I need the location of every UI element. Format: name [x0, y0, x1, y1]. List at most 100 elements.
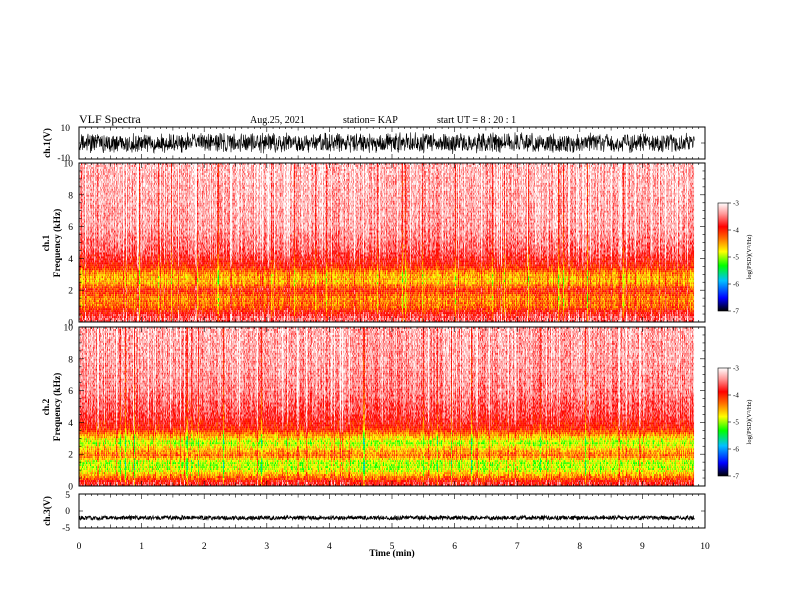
spectrogram-cell [90, 221, 91, 223]
spectrogram-cell [83, 183, 84, 185]
spectrogram-cell [97, 231, 98, 233]
spectrogram-cell [84, 235, 85, 237]
spectrogram-cell [83, 231, 84, 233]
spectrogram-cell [88, 167, 89, 169]
spectrogram-cell [88, 244, 89, 246]
spectrogram-cell [86, 262, 87, 264]
spectrogram-cell [86, 282, 87, 284]
spectrogram-cell [99, 167, 100, 169]
spectrogram-cell [80, 290, 81, 292]
spectrogram-cell [82, 229, 83, 231]
spectrogram-cell [82, 244, 83, 246]
spectrogram-cell [92, 179, 93, 181]
spectrogram-cell [91, 270, 92, 272]
spectrogram-cell [84, 296, 85, 298]
spectrogram-cell [86, 280, 87, 282]
spectrogram-cell [95, 209, 96, 211]
spectrogram-cell [98, 185, 99, 187]
spectrogram-cell [97, 284, 98, 286]
spectrogram-cell [90, 270, 91, 272]
spectrogram-cell [96, 229, 97, 231]
spectrogram-cell [96, 177, 97, 179]
spectrogram-cell [98, 308, 99, 310]
spectrogram-cell [92, 312, 93, 314]
spectrogram-cell [97, 167, 98, 169]
spectrogram-cell [91, 239, 92, 241]
spectrogram-cell [85, 244, 86, 246]
spectrogram-cell [83, 189, 84, 191]
spectrogram-cell [94, 195, 95, 197]
spectrogram-cell [80, 262, 81, 264]
spectrogram-cell [82, 302, 83, 304]
spectrogram-cell [95, 233, 96, 235]
spectrogram-cell [87, 237, 88, 239]
ch1-waveform-panel: 10 -10 ch.1(V) [42, 124, 705, 164]
spectrogram-cell [93, 292, 94, 294]
station-label: station= KAP [343, 115, 398, 126]
spectrogram-cell [94, 167, 95, 169]
spectrogram-cell [95, 217, 96, 219]
spectrogram-cell [82, 314, 83, 316]
spectrogram-cell [96, 187, 97, 189]
spectrogram-cell [81, 318, 82, 320]
spectrogram-cell [90, 316, 91, 318]
spectrogram-cell [82, 171, 83, 173]
spectrogram-cell [88, 288, 89, 290]
spectrogram-cell [90, 215, 91, 217]
spectrogram-cell [90, 199, 91, 201]
spectrogram-cell [95, 306, 96, 308]
spectrogram-cell [87, 302, 88, 304]
spectrogram-cell [90, 296, 91, 298]
spectrogram-cell [87, 256, 88, 258]
spectrogram-cell [83, 308, 84, 310]
spectrogram-cell [89, 235, 90, 237]
ch1-waveform-line [79, 132, 694, 154]
spectrogram-cell [96, 203, 97, 205]
spectrogram-cell [94, 312, 95, 314]
spectrogram-cell [92, 239, 93, 241]
spectrogram-cell [98, 312, 99, 314]
spectrogram-cell [85, 298, 86, 300]
spectrogram-cell [85, 213, 86, 215]
spectrogram-cell [94, 171, 95, 173]
spectrogram-cell [99, 239, 100, 241]
spectrogram-cell [98, 237, 99, 239]
spectrogram-cell [80, 244, 81, 246]
spectrogram-cell [82, 235, 83, 237]
spectrogram-cell [96, 288, 97, 290]
spectrogram-cell [80, 318, 81, 320]
spectrogram-cell [94, 223, 95, 225]
spectrogram-cell [84, 175, 85, 177]
spectrogram-cell [89, 252, 90, 254]
spectrogram-cell [97, 282, 98, 284]
spectrogram-cell [93, 227, 94, 229]
spectrogram-cell [87, 260, 88, 262]
spectrogram-cell [98, 292, 99, 294]
spectrogram-cell [95, 189, 96, 191]
spectrogram-cell [99, 252, 100, 254]
spectrogram-cell [84, 241, 85, 243]
spectrogram-cell [86, 241, 87, 243]
spectrogram-cell [97, 274, 98, 276]
spectrogram-cell [87, 205, 88, 207]
spectrogram-cell [95, 264, 96, 266]
spectrogram-cell [88, 274, 89, 276]
spectrogram-cell [88, 318, 89, 320]
spectrogram-cell [96, 258, 97, 260]
spectrogram-cell [84, 221, 85, 223]
spectrogram-cell [94, 173, 95, 175]
spectrogram-cell [97, 243, 98, 245]
spectrogram-cell [92, 219, 93, 221]
spectrogram-cell [97, 191, 98, 193]
spectrogram-cell [92, 288, 93, 290]
spectrogram-cell [91, 185, 92, 187]
spectrogram-cell [84, 264, 85, 266]
spectrogram-cell [98, 304, 99, 306]
spectrogram-cell [83, 312, 84, 314]
spectrogram-cell [92, 199, 93, 201]
spectrogram-cell [98, 290, 99, 292]
spectrogram-cell [89, 215, 90, 217]
spectrogram-cell [85, 288, 86, 290]
spectrogram-cell [89, 187, 90, 189]
spectrogram-cell [87, 284, 88, 286]
